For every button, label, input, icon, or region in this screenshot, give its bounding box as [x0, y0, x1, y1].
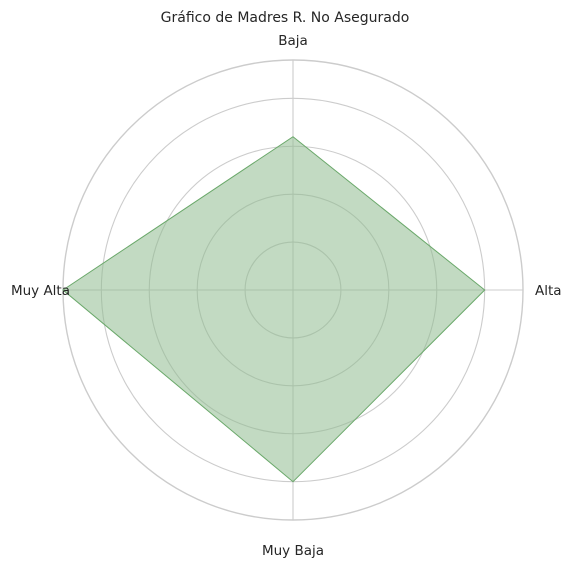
radar-data: [62, 136, 486, 483]
axis-label-muy-baja: Muy Baja: [262, 543, 324, 559]
radar-axis-labels: Alta Baja Muy Alta Muy Baja: [11, 33, 562, 559]
chart-title: Gráfico de Madres R. No Asegurado: [161, 10, 410, 26]
axis-label-baja: Baja: [278, 33, 308, 49]
series-polygon-1: [62, 136, 486, 483]
axis-label-muy-alta: Muy Alta: [11, 283, 70, 299]
axis-label-alta: Alta: [535, 283, 562, 299]
